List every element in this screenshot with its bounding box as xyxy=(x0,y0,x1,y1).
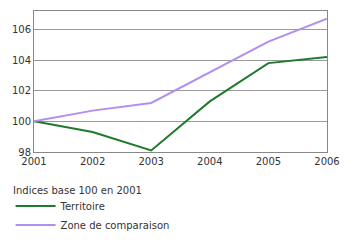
svg-text:2004: 2004 xyxy=(197,156,222,167)
svg-text:106: 106 xyxy=(12,24,31,35)
svg-text:2001: 2001 xyxy=(21,156,46,167)
svg-text:104: 104 xyxy=(12,55,31,66)
svg-text:Indices base 100 en 2001: Indices base 100 en 2001 xyxy=(13,185,142,196)
svg-text:2006: 2006 xyxy=(314,156,339,167)
svg-text:Zone de comparaison: Zone de comparaison xyxy=(61,220,170,231)
svg-text:2005: 2005 xyxy=(256,156,281,167)
svg-text:98: 98 xyxy=(18,147,31,158)
svg-text:100: 100 xyxy=(12,116,31,127)
svg-text:2003: 2003 xyxy=(138,156,163,167)
svg-text:2002: 2002 xyxy=(80,156,105,167)
svg-text:Territoire: Territoire xyxy=(60,201,105,212)
svg-text:102: 102 xyxy=(12,85,31,96)
